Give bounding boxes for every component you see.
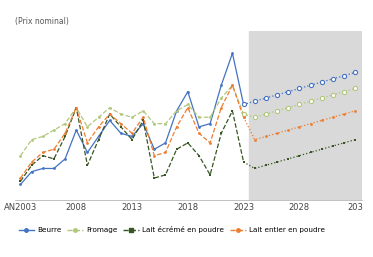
Text: (Prix nominal): (Prix nominal)	[15, 17, 69, 26]
Legend: Beurre, Fromage, Lait écrémé en poudre, Lait entier en poudre: Beurre, Fromage, Lait écrémé en poudre, …	[19, 226, 325, 233]
Bar	[249, 31, 362, 200]
